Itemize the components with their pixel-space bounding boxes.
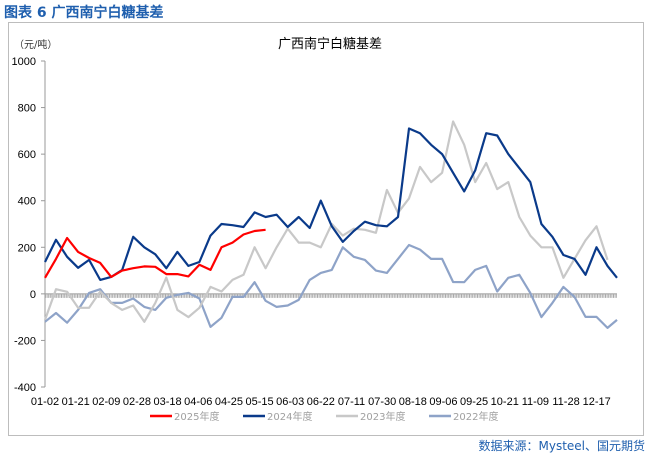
legend-label: 2023年度 (360, 410, 405, 423)
y-tick-label: 0 (30, 289, 36, 301)
chart-frame (8, 22, 644, 436)
x-tick-label: 05-15 (245, 396, 273, 408)
series-line-2025年度 (44, 228, 266, 279)
series-line-2024年度 (44, 127, 618, 281)
y-tick-label: 400 (18, 196, 36, 208)
x-tick-label: 09-06 (429, 396, 457, 408)
x-tick-label: 04-06 (184, 396, 212, 408)
x-tick-label: 07-11 (338, 396, 365, 408)
x-tick-label: 12-17 (583, 396, 611, 408)
x-tick-label: 01-02 (31, 396, 59, 408)
series-line-2022年度 (44, 243, 618, 329)
chart-title: 广西南宁白糖基差 (278, 36, 382, 52)
x-tick-label: 02-09 (92, 396, 120, 408)
x-tick-label: 11-28 (552, 396, 579, 408)
series-line-2023年度 (43, 120, 609, 323)
y-axis-unit: （元/吨） (14, 38, 57, 51)
y-tick-label: 600 (18, 149, 36, 161)
x-tick-label: 09-25 (460, 396, 488, 408)
x-tick-label: 11-09 (522, 396, 549, 408)
data-source: 数据来源：Mysteel、国元期货 (478, 439, 645, 453)
y-tick-label: 800 (18, 103, 36, 115)
legend-label: 2022年度 (453, 410, 498, 423)
x-tick-label: 06-22 (307, 396, 335, 408)
legend-label: 2024年度 (267, 410, 312, 423)
legend-label: 2025年度 (174, 410, 219, 423)
x-tick-label: 08-18 (399, 396, 427, 408)
y-tick-label: -400 (14, 382, 36, 394)
x-tick-label: 01-21 (62, 396, 90, 408)
x-tick-label: 04-25 (215, 396, 243, 408)
y-tick-label: 1000 (12, 56, 36, 68)
y-tick-label: -200 (14, 335, 36, 347)
x-tick-label: 06-03 (276, 396, 304, 408)
x-tick-label: 10-21 (491, 396, 519, 408)
x-tick-label: 02-28 (123, 396, 151, 408)
figure-header: 图表 6 广西南宁白糖基差 (4, 5, 164, 21)
y-tick-label: 200 (18, 242, 36, 254)
x-tick-label: 03-18 (154, 396, 182, 408)
x-tick-label: 07-30 (368, 396, 396, 408)
